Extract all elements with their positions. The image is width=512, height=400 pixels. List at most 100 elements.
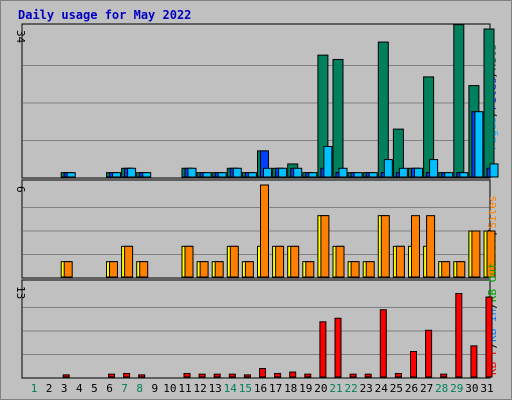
x-tick-label: 30 xyxy=(465,382,478,395)
bar-sites-day-15 xyxy=(244,261,254,278)
bar-pages-day-14 xyxy=(232,167,242,178)
bar-pages-day-26 xyxy=(414,167,423,178)
x-tick-label: 10 xyxy=(163,382,176,395)
panel-hits_files_pages: 34Pages/Files/Hits xyxy=(14,23,499,179)
bar-pages-day-16 xyxy=(263,167,272,178)
bar-kb-f-day-3 xyxy=(62,374,70,378)
bar-pages-day-30 xyxy=(474,111,484,178)
bar-pages-day-8 xyxy=(142,172,152,178)
x-tick-label: 5 xyxy=(91,382,98,395)
chart-title: Daily usage for May 2022 xyxy=(18,8,191,22)
bar-sites-day-24 xyxy=(380,215,390,278)
bar-sites-day-12 xyxy=(199,261,209,278)
bar-sites-day-18 xyxy=(290,245,300,278)
x-tick-label: 6 xyxy=(106,382,113,395)
x-axis-day-labels: 1 2 3 4 5 6 7 8 9 10 11 12 13 14 15 16 17 18 19 20 21 22 23 24 2… xyxy=(31,382,494,395)
bar-kb-f-day-26 xyxy=(410,351,417,378)
bar-sites-day-29 xyxy=(456,261,466,278)
legend-entry: KB Out xyxy=(486,262,499,302)
bar-pages-day-12 xyxy=(202,172,212,178)
x-tick-label: 1 xyxy=(31,382,38,395)
bar-kb-f-day-13 xyxy=(213,373,221,378)
x-tick-label: 21 xyxy=(329,382,342,395)
bar-sites-day-14 xyxy=(229,245,239,278)
panel-frame xyxy=(21,179,491,279)
bar-pages-day-22 xyxy=(353,172,363,178)
bar-sites-day-31 xyxy=(486,230,496,278)
bar-pages-day-15 xyxy=(247,172,257,178)
bar-pages-day-13 xyxy=(217,172,227,178)
bar-pages-day-29 xyxy=(459,172,469,178)
panel-ymax-label: 6 xyxy=(14,186,27,193)
bar-pages-day-20 xyxy=(323,146,333,178)
series-sites xyxy=(63,184,496,278)
bar-kb-f-day-14 xyxy=(228,373,236,378)
bar-sites-day-3 xyxy=(63,261,73,278)
bar-pages-day-17 xyxy=(278,167,288,178)
panel-ymax-label: 34 xyxy=(14,30,27,44)
bar-kb-f-day-21 xyxy=(334,317,342,378)
x-tick-label: 22 xyxy=(344,382,357,395)
bar-sites-day-16 xyxy=(260,184,269,278)
bar-kb-f-day-28 xyxy=(440,373,448,378)
series-pages xyxy=(66,111,499,178)
bar-pages-day-11 xyxy=(187,167,197,178)
bar-kb-f-day-30 xyxy=(470,345,478,378)
bar-kb-f-day-24 xyxy=(379,309,387,378)
bar-sites-day-7 xyxy=(124,245,134,278)
bar-hits-day-24 xyxy=(377,41,389,178)
bar-pages-day-23 xyxy=(368,172,378,178)
legend-entry: Sites xyxy=(486,196,499,229)
x-tick-label: 19 xyxy=(299,382,312,395)
bar-kb-f-day-22 xyxy=(349,373,357,378)
x-tick-label: 7 xyxy=(121,382,128,395)
bar-pages-day-25 xyxy=(398,167,408,178)
bar-kb-f-day-12 xyxy=(198,373,206,378)
bar-pages-day-6 xyxy=(112,172,121,178)
bar-sites-day-23 xyxy=(365,261,375,278)
bar-pages-day-31 xyxy=(489,163,499,178)
bar-sites-day-21 xyxy=(335,245,345,278)
x-tick-label: 26 xyxy=(405,382,418,395)
bar-sites-day-6 xyxy=(109,261,118,278)
x-tick-label: 29 xyxy=(450,382,463,395)
x-tick-label: 27 xyxy=(420,382,433,395)
x-tick-label: 14 xyxy=(224,382,238,395)
bar-hits-day-29 xyxy=(453,24,465,178)
bar-pages-day-28 xyxy=(444,172,454,178)
bar-sites-day-8 xyxy=(139,261,149,278)
x-tick-label: 2 xyxy=(46,382,53,395)
bar-pages-day-7 xyxy=(127,167,137,178)
x-tick-label: 24 xyxy=(375,382,389,395)
bar-kb-f-day-27 xyxy=(425,329,433,378)
bar-hits-day-21 xyxy=(332,58,344,178)
x-tick-label: 8 xyxy=(136,382,143,395)
bar-sites-day-11 xyxy=(184,245,194,278)
bar-pages-day-3 xyxy=(66,172,76,178)
x-tick-label: 13 xyxy=(209,382,222,395)
x-tick-label: 4 xyxy=(76,382,83,395)
x-tick-label: 15 xyxy=(239,382,252,395)
bar-pages-day-27 xyxy=(429,159,439,178)
x-tick-label: 3 xyxy=(61,382,68,395)
bar-kb-f-day-18 xyxy=(289,371,297,378)
bar-kb-f-day-7 xyxy=(123,372,131,378)
bar-kb-f-day-29 xyxy=(455,292,463,378)
x-tick-label: 18 xyxy=(284,382,297,395)
bar-sites-day-26 xyxy=(411,215,420,278)
bar-kb-f-day-31 xyxy=(485,296,493,378)
bar-kb-f-day-16 xyxy=(259,368,266,378)
bar-kb-f-day-25 xyxy=(394,372,402,378)
bar-sites-day-17 xyxy=(275,245,285,278)
bar-sites-day-30 xyxy=(471,230,481,278)
bar-kb-f-day-17 xyxy=(274,372,282,378)
x-tick-label: 28 xyxy=(435,382,448,395)
bar-kb-f-day-20 xyxy=(319,321,327,378)
bar-sites-day-28 xyxy=(441,261,451,278)
x-tick-label: 25 xyxy=(390,382,403,395)
bar-pages-day-24 xyxy=(383,159,393,178)
bar-sites-day-19 xyxy=(305,261,315,278)
